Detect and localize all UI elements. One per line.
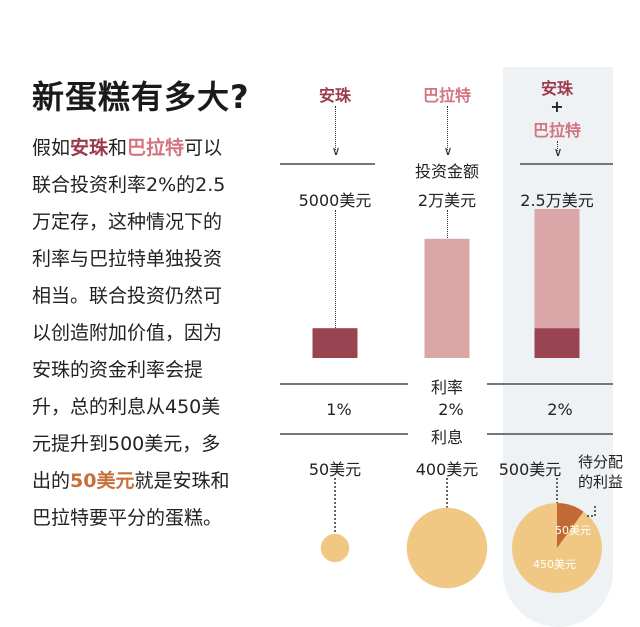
divider: [280, 383, 408, 385]
body-line: 万定存，这种情况下的: [32, 204, 277, 241]
body-segment: 就是安珠和: [134, 470, 230, 492]
interest-circle-anzhu: [320, 533, 350, 563]
body-line: 巴拉特要平分的蛋糕。: [32, 500, 277, 537]
bar-anzhu: [312, 328, 358, 358]
interest-circle-balate: [406, 507, 488, 589]
body-segment: 安珠: [70, 137, 109, 159]
arrow-down-icon: ∨: [331, 144, 341, 158]
interest-combined: 500美元: [498, 460, 562, 479]
body-segment: 和: [108, 137, 128, 159]
body-segment: 50美元: [70, 470, 135, 492]
bar-combined-anzhu: [534, 328, 580, 358]
header-anzhu: 安珠: [318, 86, 351, 105]
body-segment: 万定存，这种情况下的: [32, 211, 223, 233]
body-segment: 安珠的资金利率会提: [32, 359, 204, 381]
connector: [335, 106, 336, 150]
body-segment: 以创造附加价值，因为: [32, 322, 223, 344]
amount-anzhu: 5000美元: [298, 191, 372, 210]
bar-combined-balate: [534, 209, 580, 329]
body-line: 安珠的资金利率会提: [32, 352, 277, 389]
interest-balate: 400美元: [415, 460, 479, 479]
divider: [280, 163, 375, 165]
body-line: 升，总的利息从450美: [32, 389, 277, 426]
body-text: 假如安珠和巴拉特可以联合投资利率2%的2.5 万定存，这种情况下的 利率与巴拉特单独…: [32, 130, 277, 537]
body-segment: 升，总的利息从450美: [32, 396, 221, 418]
body-segment: 出的: [32, 470, 71, 492]
arrow-down-icon: ∨: [443, 144, 453, 158]
label-interest: 利息: [430, 428, 463, 447]
page-title: 新蛋糕有多大?: [32, 78, 250, 116]
body-segment: 元提升到500美元，多: [32, 433, 221, 455]
body-line: 元提升到500美元，多: [32, 426, 277, 463]
body-segment: 相当。联合投资仍然可: [32, 285, 223, 307]
divider: [280, 433, 408, 435]
connector: [447, 210, 448, 240]
pie-rest-label: 450美元: [533, 558, 576, 571]
pie-share-label: 50美元: [555, 524, 591, 537]
amount-balate: 2万美元: [417, 191, 477, 210]
connector: [557, 141, 558, 151]
body-line: 利率与巴拉特单独投资: [32, 241, 277, 278]
arrow-down-icon: ∨: [553, 145, 563, 159]
rate-balate: 2%: [438, 400, 464, 419]
divider: [487, 383, 613, 385]
body-segment: 可以: [184, 137, 223, 159]
body-line: 以创造附加价值，因为: [32, 315, 277, 352]
body-segment: 联合投资利率2%的2.5: [32, 174, 226, 196]
body-line: 联合投资利率2%的2.5: [32, 167, 277, 204]
body-segment: 利率与巴拉特单独投资: [32, 248, 223, 270]
label-rate: 利率: [430, 378, 463, 397]
rate-anzhu: 1%: [326, 400, 352, 419]
header-plus: +: [550, 97, 564, 116]
body-segment: 巴拉特: [127, 137, 185, 159]
pie-share-wedge: [557, 503, 584, 548]
pie-note: 待分配的利益: [578, 453, 624, 491]
bar-balate: [424, 238, 470, 358]
label-amount: 投资金额: [414, 162, 479, 181]
header-balate: 巴拉特: [422, 86, 471, 105]
amount-combined: 2.5万美元: [520, 191, 594, 210]
connector: [335, 210, 336, 328]
body-line: 相当。联合投资仍然可: [32, 278, 277, 315]
note-leader: [587, 504, 596, 517]
rate-combined: 2%: [547, 400, 573, 419]
connector: [447, 106, 448, 150]
visualization: [312, 209, 602, 593]
body-line: 出的50美元就是安珠和: [32, 463, 277, 500]
header-combined-anzhu: 安珠: [540, 79, 573, 98]
divider: [487, 433, 613, 435]
body-segment: 假如: [32, 137, 71, 159]
body-segment: 巴拉特要平分的蛋糕。: [32, 507, 223, 529]
body-line: 假如安珠和巴拉特可以: [32, 130, 277, 167]
header-combined-balate: 巴拉特: [532, 121, 581, 140]
divider: [520, 163, 613, 165]
interest-anzhu: 50美元: [308, 460, 362, 479]
